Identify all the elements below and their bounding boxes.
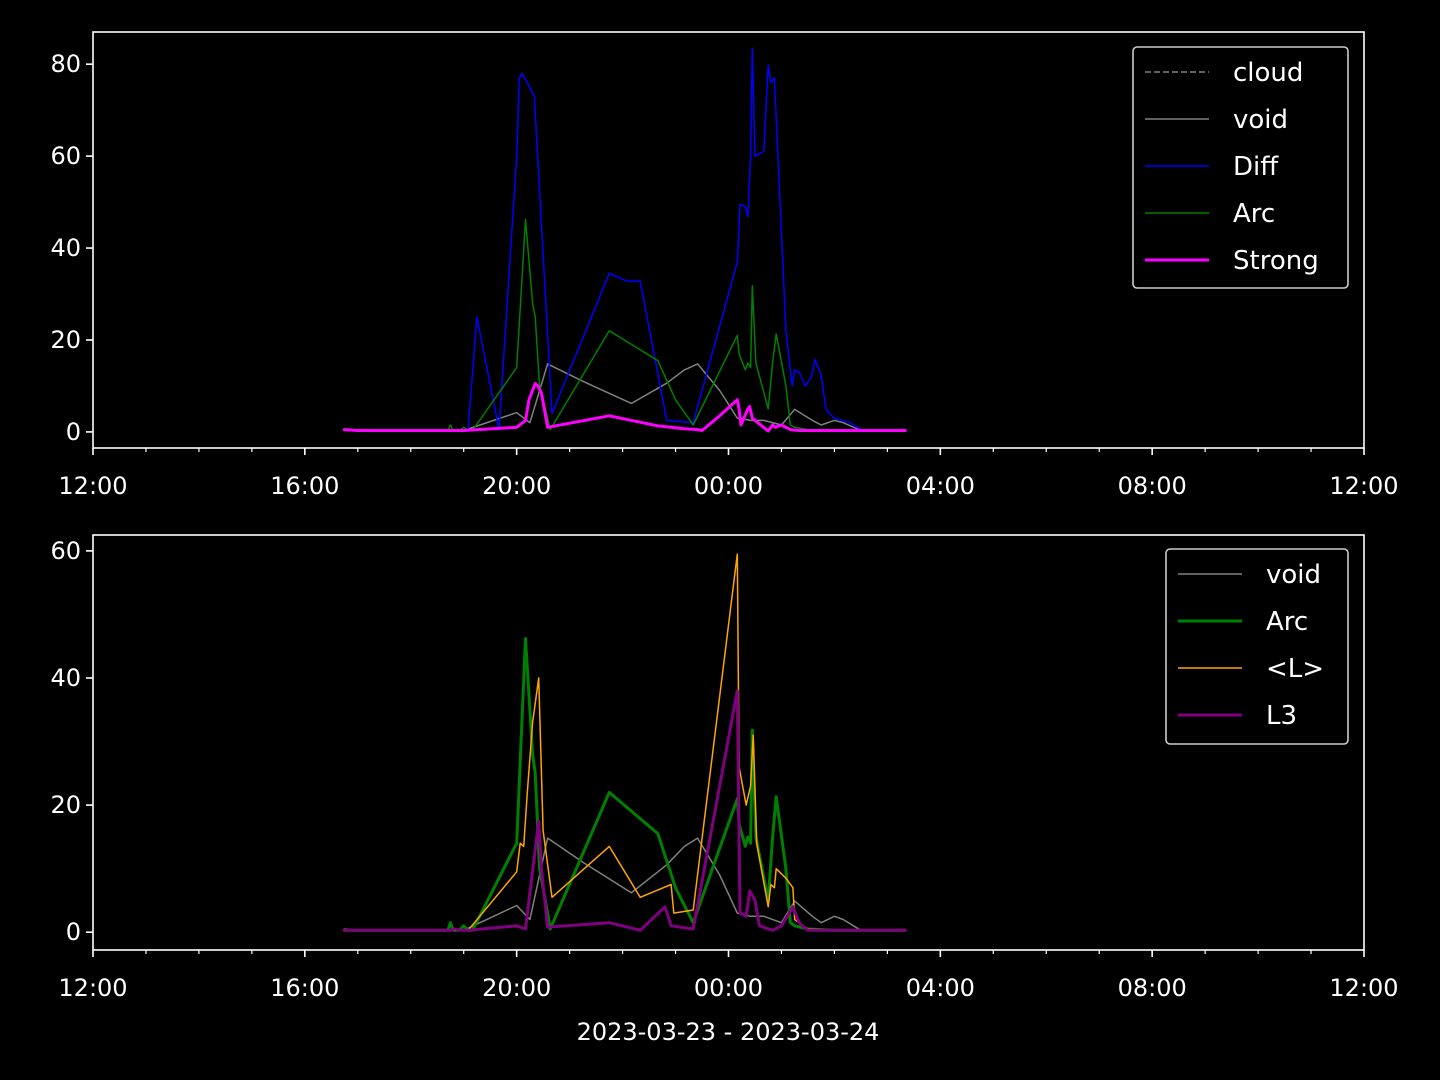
y-tick-label: 40 xyxy=(50,234,81,262)
y-tick-label: 20 xyxy=(50,791,81,819)
y-tick-label: 60 xyxy=(50,537,81,565)
x-tick-label: 04:00 xyxy=(906,974,975,1002)
x-tick-label: 00:00 xyxy=(694,472,763,500)
legend-box xyxy=(1165,548,1349,745)
legend-label: void xyxy=(1233,105,1288,135)
top-plot: 0 20 40 60 80 12:00 16:00 20:00 00:00 04:00 08:00 1… xyxy=(50,31,1399,500)
legend-label: Arc xyxy=(1266,607,1308,637)
x-axis-label: 2023-03-23 - 2023-03-24 xyxy=(577,1018,880,1046)
legend-label: Strong xyxy=(1233,246,1319,276)
y-tick-label: 60 xyxy=(50,142,81,170)
x-tick-label: 04:00 xyxy=(906,472,975,500)
series-line-l3 xyxy=(343,689,907,932)
x-tick-label: 00:00 xyxy=(694,974,763,1002)
x-tick-label: 20:00 xyxy=(482,472,551,500)
x-tick-label: 08:00 xyxy=(1118,974,1187,1002)
bottom-plot: 0 20 40 60 12:00 16:00 20:00 00:00 04:00 08:00 12:… xyxy=(50,534,1399,1002)
x-tick-label: 16:00 xyxy=(270,974,339,1002)
y-tick-label: 80 xyxy=(50,50,81,78)
series-line-void xyxy=(343,837,906,932)
x-tick-label: 12:00 xyxy=(58,974,127,1002)
legend-label: Diff xyxy=(1233,152,1279,182)
x-tick-label: 20:00 xyxy=(482,974,551,1002)
x-tick-label: 12:00 xyxy=(1329,974,1398,1002)
x-tick-label: 12:00 xyxy=(1329,472,1398,500)
y-tick-label: 0 xyxy=(66,918,81,946)
y-tick-label: 20 xyxy=(50,326,81,354)
legend-box xyxy=(1132,46,1349,289)
y-tick-label: 0 xyxy=(66,418,81,446)
legend-label: <L> xyxy=(1266,654,1324,684)
legend-label: cloud xyxy=(1233,58,1303,88)
series-line-l xyxy=(343,553,906,932)
x-tick-label: 08:00 xyxy=(1118,472,1187,500)
x-tick-label: 16:00 xyxy=(270,472,339,500)
series-group xyxy=(343,47,907,433)
series-line-strong xyxy=(343,382,907,433)
series-line-diff xyxy=(343,47,906,432)
legend-label: void xyxy=(1266,560,1321,590)
legend-label: L3 xyxy=(1266,701,1297,731)
series-group xyxy=(343,553,907,932)
y-tick-label: 40 xyxy=(50,664,81,692)
legend-label: Arc xyxy=(1233,199,1275,229)
x-tick-label: 12:00 xyxy=(58,472,127,500)
